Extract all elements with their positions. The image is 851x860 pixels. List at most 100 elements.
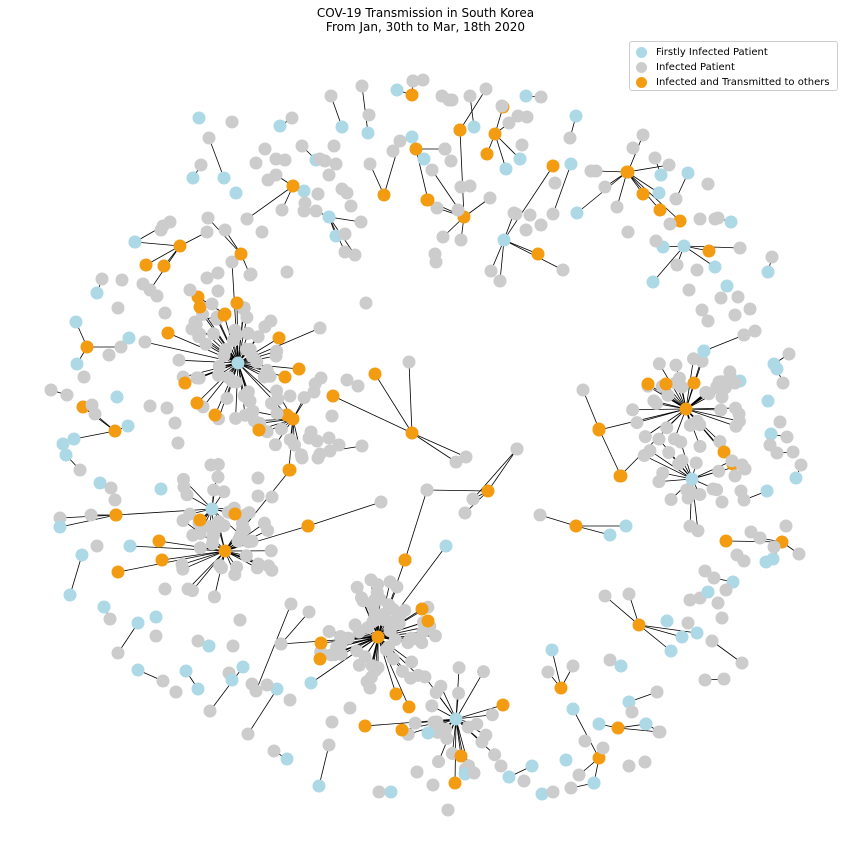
patient-node-90	[428, 629, 442, 643]
patient-node-672	[429, 255, 443, 269]
patient-node-402	[592, 751, 606, 765]
transmission-edge	[503, 165, 554, 241]
patient-node-19	[251, 330, 265, 344]
patient-node-257	[672, 457, 686, 471]
patient-node-486	[614, 659, 628, 673]
patient-node-612	[660, 614, 674, 628]
transmission-edge	[459, 88, 487, 131]
transmission-edge	[187, 550, 226, 590]
patient-node-656	[548, 176, 562, 190]
patient-node-263	[662, 445, 676, 459]
patient-node-485	[639, 717, 653, 731]
patient-node-351	[421, 193, 435, 207]
patient-node-358	[322, 210, 336, 224]
patient-node-470	[786, 445, 800, 459]
patient-node-514	[44, 383, 58, 397]
patient-node-415	[592, 422, 606, 436]
patient-node-492	[384, 785, 398, 799]
patient-node-566	[110, 390, 124, 404]
legend-swatch-first	[636, 47, 647, 58]
patient-node-507	[131, 616, 145, 630]
patient-node-618	[701, 585, 715, 599]
patient-node-167	[647, 394, 661, 408]
patient-node-497	[280, 752, 294, 766]
patient-node-487	[603, 653, 617, 667]
patient-node-285	[207, 527, 221, 541]
transmission-edge	[455, 671, 484, 720]
patient-node-357	[354, 215, 368, 229]
patient-node-520	[186, 171, 200, 185]
patient-node-208	[152, 534, 166, 548]
patient-node-698	[322, 431, 336, 445]
patient-node-491	[502, 770, 516, 784]
patient-node-226	[476, 665, 490, 679]
patient-node-623	[744, 525, 758, 539]
patient-node-500	[203, 704, 217, 718]
patient-node-639	[701, 314, 715, 328]
patient-node-636	[728, 376, 742, 390]
patient-node-495	[322, 738, 336, 752]
patient-node-441	[361, 126, 375, 140]
patient-node-79	[405, 655, 419, 669]
patient-node-590	[260, 678, 274, 692]
patient-node-483	[622, 695, 636, 709]
patient-node-643	[714, 291, 728, 305]
patient-node-238	[461, 720, 475, 734]
patient-node-404	[541, 665, 555, 679]
transmission-edge	[552, 163, 572, 215]
patient-node-604	[535, 787, 549, 801]
patient-node-300	[283, 433, 297, 447]
patient-node-211	[123, 539, 137, 553]
patient-node-114	[338, 632, 352, 646]
patient-node-688	[298, 196, 312, 210]
patient-node-506	[111, 646, 125, 660]
patient-node-354	[338, 245, 352, 259]
patient-node-172	[717, 445, 731, 459]
patient-node-273	[238, 508, 252, 522]
patient-node-593	[325, 715, 339, 729]
patient-node-610	[638, 755, 652, 769]
patient-node-713	[158, 306, 172, 320]
patient-node-207	[264, 544, 278, 558]
patient-node-552	[280, 265, 294, 279]
transmission-edge	[426, 489, 489, 492]
patient-node-626	[763, 438, 777, 452]
patient-node-539	[398, 553, 412, 567]
patient-node-547	[274, 637, 288, 651]
patient-node-518	[128, 235, 142, 249]
patient-node-584	[202, 639, 216, 653]
legend-item-first: Firstly Infected Patient	[636, 45, 831, 60]
patient-node-209	[155, 553, 169, 567]
patient-node-477	[707, 571, 721, 585]
patient-node-446	[569, 109, 583, 123]
patient-node-386	[603, 528, 617, 542]
patient-node-348	[405, 130, 419, 144]
transmission-edge	[551, 649, 562, 689]
patient-node-666	[444, 154, 458, 168]
patient-node-523	[217, 171, 231, 185]
patient-node-162	[652, 357, 666, 371]
patient-node-577	[104, 481, 118, 495]
patient-node-290	[228, 507, 242, 521]
transmission-edge	[619, 408, 687, 477]
patient-node-662	[515, 138, 529, 152]
patient-node-494	[312, 779, 326, 793]
patient-node-589	[245, 677, 259, 691]
patient-node-293	[297, 391, 311, 405]
patient-node-508	[97, 600, 111, 614]
patient-node-661	[520, 110, 534, 124]
patient-node-400	[572, 768, 586, 782]
patient-node-9	[229, 411, 243, 425]
transmission-edge	[638, 624, 698, 634]
patient-node-224	[452, 661, 466, 675]
patient-node-670	[463, 179, 477, 193]
patient-node-447	[563, 131, 577, 145]
patient-node-399	[566, 702, 580, 716]
patient-node-565	[77, 370, 91, 384]
transmission-edge	[69, 554, 83, 596]
patient-node-359	[297, 184, 311, 198]
patient-node-704	[313, 447, 327, 461]
patient-node-246	[430, 715, 444, 729]
patient-node-575	[177, 480, 191, 494]
patient-node-51	[292, 362, 306, 376]
